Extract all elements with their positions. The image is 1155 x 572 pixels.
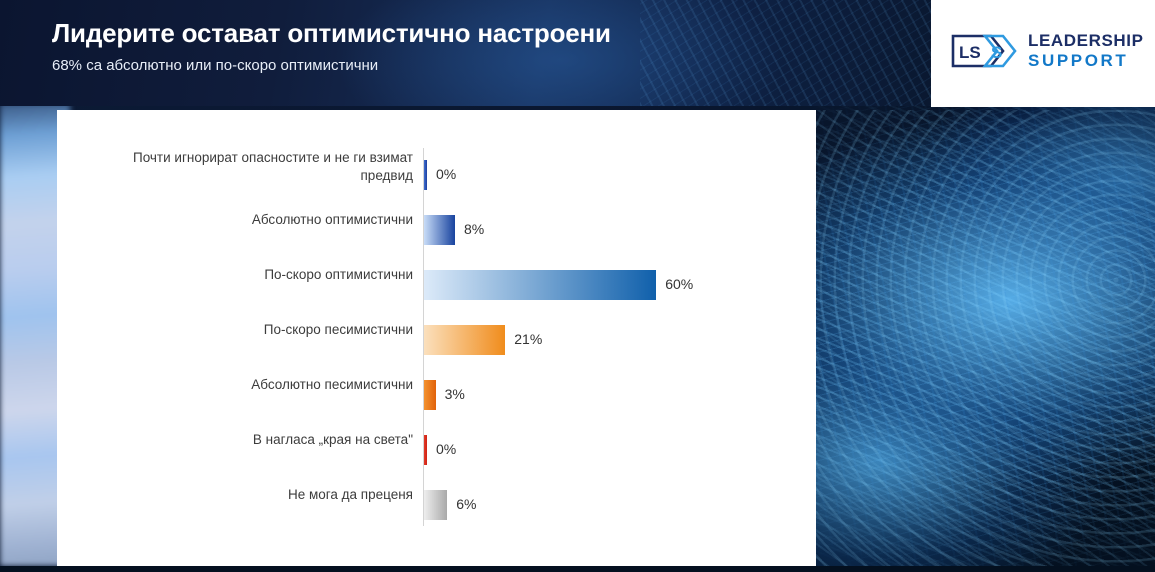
slide-title: Лидерите остават оптимистично настроени bbox=[52, 18, 611, 48]
header-band-texture bbox=[640, 0, 931, 106]
category-label: Абсолютно песимистични bbox=[251, 377, 413, 392]
logo-word-support: SUPPORT bbox=[1028, 51, 1129, 70]
bottom-edge-strip bbox=[0, 566, 1155, 572]
bar bbox=[424, 160, 427, 190]
bar-value-label: 0% bbox=[436, 166, 457, 182]
bar-value-label: 21% bbox=[514, 331, 543, 347]
bar-value-label: 8% bbox=[463, 221, 485, 237]
category-axis-line bbox=[423, 148, 424, 526]
chart-card: Почти игнорират опасностите и не ги взим… bbox=[57, 110, 816, 566]
logo-panel: LS S LEADERSHIP SUPPORT bbox=[931, 0, 1155, 107]
category-label: В нагласа „края на света" bbox=[252, 432, 413, 447]
category-label: Почти игнорират опасностите и не ги взим… bbox=[132, 150, 413, 183]
bar bbox=[424, 435, 427, 465]
bar-value-label: 0% bbox=[436, 441, 457, 457]
bar bbox=[424, 325, 506, 355]
bar bbox=[424, 490, 448, 520]
category-label: Абсолютно оптимистични bbox=[251, 212, 413, 227]
background-fiber-texture-detail bbox=[816, 110, 1155, 572]
bar-value-label: 60% bbox=[665, 276, 694, 292]
header-band bbox=[0, 0, 931, 106]
svg-text:LS: LS bbox=[959, 43, 981, 62]
bar bbox=[424, 380, 436, 410]
bar bbox=[424, 215, 455, 245]
category-label: Не мога да преценя bbox=[287, 487, 413, 502]
bar-value-label: 3% bbox=[444, 386, 465, 402]
category-label: По-скоро оптимистични bbox=[264, 267, 413, 282]
logo-word-leadership: LEADERSHIP bbox=[1028, 31, 1144, 50]
bar bbox=[424, 270, 657, 300]
category-label: По-скоро песимистични bbox=[263, 322, 413, 337]
logo: LS S LEADERSHIP SUPPORT bbox=[951, 32, 1144, 69]
bar-chart: Почти игнорират опасностите и не ги взим… bbox=[57, 110, 816, 566]
slide-subtitle: 68% са абсолютно или по-скоро оптимистич… bbox=[52, 57, 379, 74]
bar-value-label: 6% bbox=[456, 496, 477, 512]
logo-wordmark: LEADERSHIP SUPPORT bbox=[1028, 32, 1144, 69]
svg-text:S: S bbox=[991, 43, 1002, 62]
ls-chevron-logo-icon: LS S bbox=[951, 34, 1017, 67]
